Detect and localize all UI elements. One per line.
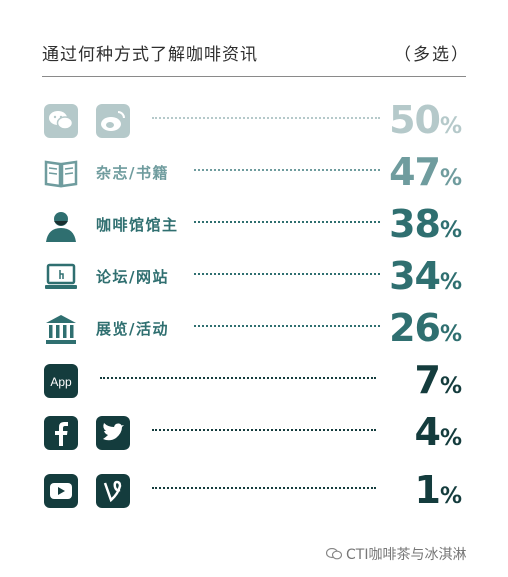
- watermark-text: CTI咖啡茶与冰淇淋: [346, 547, 467, 563]
- percent-value: 50%: [389, 98, 462, 149]
- page-title: 通过何种方式了解咖啡资讯: [42, 45, 258, 65]
- barista-icon: [44, 208, 78, 242]
- percent-sign: %: [439, 218, 462, 243]
- wechat-small-icon: [326, 548, 342, 560]
- leader-dots: [194, 221, 380, 223]
- laptop-icon: [44, 260, 78, 294]
- app-icon: App: [44, 364, 78, 398]
- chart-row: 50%: [0, 98, 508, 142]
- percent-value: 26%: [389, 306, 462, 357]
- chart-row: 1%: [0, 468, 508, 512]
- percent-number: 26: [389, 306, 441, 350]
- leader-dots: [194, 273, 380, 275]
- chart-row: 杂志/书籍 47%: [0, 150, 508, 194]
- chart-row: 4%: [0, 410, 508, 454]
- percent-sign: %: [439, 322, 462, 347]
- header-divider: [42, 76, 466, 77]
- row-label: 论坛/网站: [96, 268, 169, 286]
- percent-sign: %: [439, 426, 462, 451]
- percent-number: 34: [389, 254, 441, 298]
- leader-dots: [152, 487, 376, 489]
- row-label: 咖啡馆馆主: [96, 216, 179, 234]
- youtube-icon: [44, 474, 78, 508]
- percent-number: 50: [389, 98, 441, 142]
- leader-dots: [152, 429, 376, 431]
- percent-sign: %: [439, 114, 462, 139]
- percent-number: 47: [389, 150, 441, 194]
- percent-value: 4%: [415, 410, 463, 461]
- leader-dots: [194, 169, 380, 171]
- percent-value: 7%: [415, 358, 463, 409]
- chart-row: 展览/活动 26%: [0, 306, 508, 350]
- chart-row: App 7%: [0, 358, 508, 402]
- twitter-icon: [96, 416, 130, 450]
- facebook-icon: [44, 416, 78, 450]
- leader-dots: [100, 377, 376, 379]
- percent-value: 34%: [389, 254, 462, 305]
- wechat-icon: [44, 104, 78, 138]
- vine-icon: [96, 474, 130, 508]
- percent-value: 47%: [389, 150, 462, 201]
- percent-sign: %: [439, 374, 462, 399]
- percent-sign: %: [439, 484, 462, 509]
- percent-number: 4: [414, 410, 441, 454]
- percent-value: 38%: [389, 202, 462, 253]
- percent-number: 1: [414, 468, 441, 512]
- chart-row: 咖啡馆馆主 38%: [0, 202, 508, 246]
- percent-number: 7: [414, 358, 441, 402]
- leader-dots: [194, 325, 380, 327]
- multi-select-note: （多选）: [394, 45, 470, 65]
- leader-dots: [152, 117, 380, 119]
- row-label: 杂志/书籍: [96, 164, 169, 182]
- row-label: 展览/活动: [96, 320, 169, 338]
- watermark: CTI咖啡茶与冰淇淋: [326, 544, 466, 564]
- percent-sign: %: [439, 270, 462, 295]
- percent-number: 38: [389, 202, 441, 246]
- book-icon: [44, 156, 78, 190]
- svg-text:App: App: [50, 375, 72, 389]
- weibo-icon: [96, 104, 130, 138]
- percent-sign: %: [439, 166, 462, 191]
- percent-value: 1%: [415, 468, 463, 519]
- museum-icon: [44, 312, 78, 346]
- chart-row: 论坛/网站 34%: [0, 254, 508, 298]
